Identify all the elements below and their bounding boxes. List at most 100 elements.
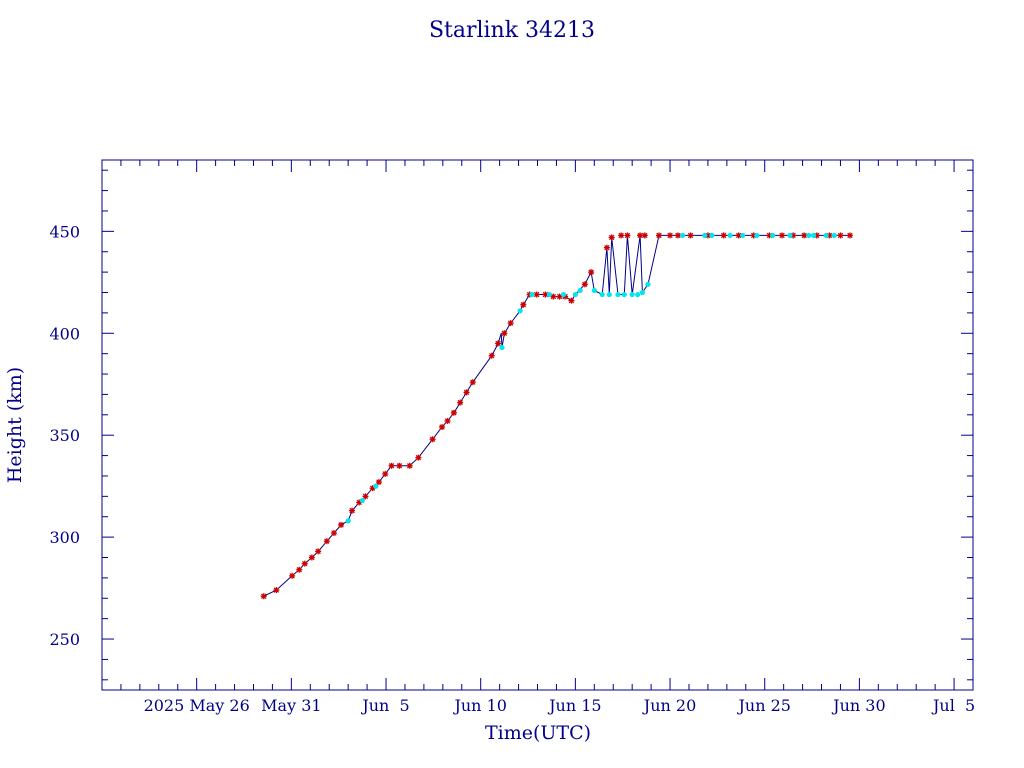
plot-border bbox=[101, 159, 974, 691]
data-point-star bbox=[323, 538, 330, 545]
data-point-star bbox=[568, 297, 575, 304]
data-point-star bbox=[301, 560, 308, 567]
data-point-star bbox=[556, 293, 563, 300]
data-point-dot bbox=[621, 291, 627, 298]
data-point-star bbox=[338, 521, 345, 528]
data-point-dot bbox=[645, 281, 651, 287]
data-point-dot bbox=[591, 287, 597, 294]
data-point-star bbox=[396, 462, 403, 469]
trajectory-line bbox=[263, 234, 850, 597]
plot-frame bbox=[101, 159, 974, 691]
data-point-star bbox=[469, 379, 476, 386]
y-tick-label: 250 bbox=[49, 630, 80, 649]
data-point-star bbox=[720, 232, 727, 239]
data-point-star bbox=[457, 399, 464, 406]
data-point-dot bbox=[680, 232, 686, 239]
data-point-dot bbox=[702, 232, 708, 239]
x-tick-label: Jun 15 bbox=[547, 696, 601, 715]
data-point-star bbox=[315, 548, 322, 555]
data-point-star bbox=[581, 281, 588, 288]
x-tick-label: 2025 May 26 bbox=[144, 696, 250, 715]
data-point-star bbox=[687, 232, 694, 239]
data-point-star bbox=[837, 232, 844, 239]
data-point-dot bbox=[831, 232, 837, 239]
data-point-dot bbox=[787, 232, 793, 239]
data-point-dot bbox=[373, 483, 379, 489]
data-point-star bbox=[330, 530, 337, 537]
data-point-star bbox=[641, 232, 648, 239]
data-markers bbox=[260, 232, 853, 600]
data-point-star bbox=[624, 232, 631, 239]
y-axis: 250 300 350 400 450 bbox=[49, 169, 973, 681]
series-line bbox=[263, 234, 850, 597]
data-point-dot bbox=[629, 291, 635, 298]
data-point-star bbox=[608, 234, 615, 241]
data-point-star bbox=[444, 417, 451, 424]
chart-title: Starlink 34213 bbox=[429, 18, 595, 43]
data-point-dot bbox=[806, 232, 812, 239]
x-axis: 2025 May 26 May 31 Jun 5 Jun 10 Jun 15 Jun 20… bbox=[101, 160, 975, 715]
data-point-dot bbox=[499, 344, 505, 351]
y-tick-label: 450 bbox=[49, 222, 80, 241]
data-point-star bbox=[260, 593, 267, 600]
data-point-star bbox=[488, 352, 495, 359]
data-point-dot bbox=[359, 497, 365, 504]
data-point-dot bbox=[345, 518, 351, 524]
data-point-star bbox=[603, 244, 610, 251]
data-point-dot bbox=[606, 291, 612, 298]
x-tick-label: Jun 20 bbox=[642, 696, 696, 715]
data-point-star bbox=[463, 389, 470, 396]
data-point-star bbox=[296, 566, 303, 573]
data-point-dot bbox=[577, 287, 583, 294]
y-tick-label: 400 bbox=[49, 324, 80, 343]
x-tick-label: May 31 bbox=[261, 696, 321, 715]
y-tick-label: 300 bbox=[49, 528, 80, 547]
data-point-dot bbox=[546, 291, 552, 298]
data-point-star bbox=[667, 232, 674, 239]
data-point-dot bbox=[639, 289, 646, 296]
data-point-star bbox=[273, 587, 280, 594]
data-point-star bbox=[388, 462, 395, 469]
data-point-star bbox=[507, 320, 514, 327]
data-point-star bbox=[450, 409, 457, 416]
data-point-dot bbox=[754, 232, 760, 239]
data-point-dot bbox=[727, 232, 733, 239]
data-point-dot bbox=[740, 232, 746, 239]
x-tick-label: Jun 10 bbox=[452, 696, 506, 715]
data-point-dot bbox=[811, 232, 817, 239]
data-point-star bbox=[779, 232, 786, 239]
x-tick-label: Jun 30 bbox=[831, 696, 885, 715]
data-point-star bbox=[674, 232, 681, 239]
data-point-star bbox=[349, 507, 356, 514]
x-axis-label: Time(UTC) bbox=[485, 722, 591, 744]
data-point-star bbox=[588, 269, 595, 276]
x-tick-label: Jul 5 bbox=[931, 696, 975, 715]
data-point-star bbox=[308, 554, 315, 561]
data-point-dot bbox=[599, 291, 605, 298]
data-point-star bbox=[406, 462, 413, 469]
data-point-dot bbox=[572, 291, 578, 298]
y-axis-label: Height (km) bbox=[4, 367, 26, 483]
y-tick-label: 350 bbox=[49, 426, 80, 445]
data-point-star bbox=[846, 232, 853, 239]
data-point-star bbox=[429, 436, 436, 443]
data-point-star bbox=[382, 470, 389, 477]
data-point-dot bbox=[635, 291, 641, 298]
data-point-dot bbox=[770, 232, 776, 239]
data-point-dot bbox=[615, 291, 621, 298]
data-point-dot bbox=[709, 232, 715, 239]
data-point-star bbox=[520, 301, 527, 308]
data-point-dot bbox=[560, 291, 567, 298]
data-point-dot bbox=[517, 308, 523, 314]
data-point-star bbox=[289, 572, 296, 579]
x-tick-label: Jun 5 bbox=[360, 696, 409, 715]
data-point-star bbox=[495, 340, 502, 347]
data-point-star bbox=[655, 232, 662, 239]
x-tick-label: Jun 25 bbox=[736, 696, 790, 715]
data-point-star bbox=[618, 232, 625, 239]
data-point-dot bbox=[529, 291, 535, 298]
data-point-star bbox=[375, 479, 382, 486]
data-point-star bbox=[415, 454, 422, 461]
data-point-star bbox=[439, 424, 446, 431]
